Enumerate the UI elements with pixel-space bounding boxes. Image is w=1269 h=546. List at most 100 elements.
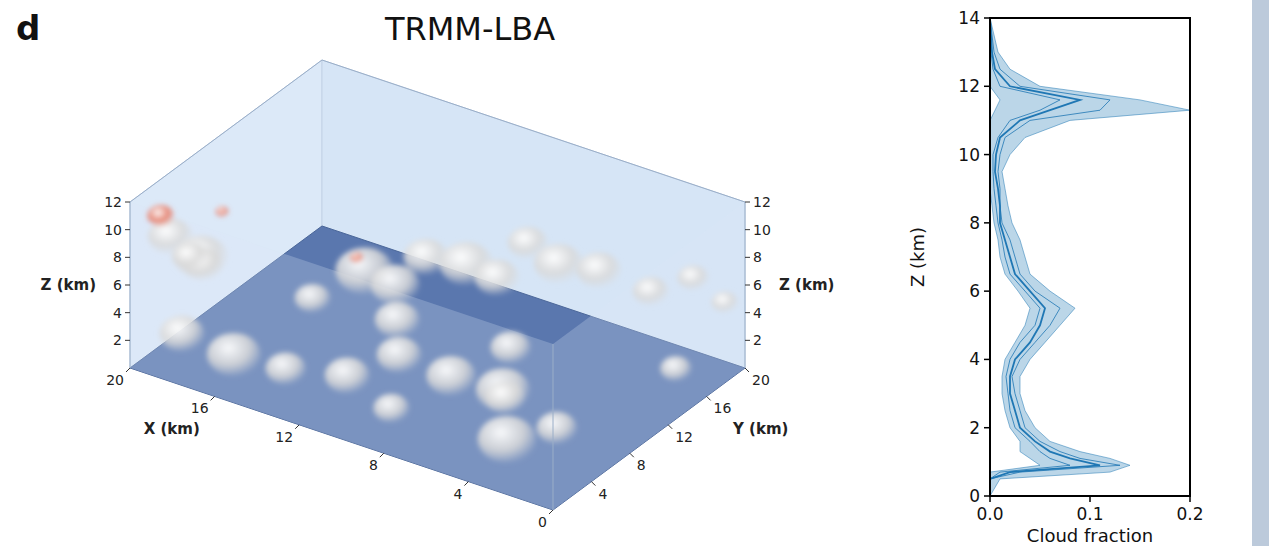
- z-axis-title: Z (km): [41, 276, 96, 294]
- title: TRMM-LBA: [384, 10, 555, 48]
- y-tick-label: 8: [637, 457, 646, 473]
- y-tick-label: 8: [969, 213, 980, 233]
- y-tick: [668, 425, 672, 429]
- cloud: [426, 356, 475, 396]
- cloud: [485, 381, 525, 413]
- x-axis-title: Cloud fraction: [1027, 525, 1153, 546]
- y-tick-label: 2: [969, 418, 980, 438]
- z-tick: [745, 340, 750, 341]
- x-tick: [295, 425, 299, 429]
- z-tick: [745, 202, 750, 203]
- x-tick-label: 0.2: [1176, 504, 1203, 524]
- cloud: [633, 277, 669, 306]
- x-tick: [549, 510, 553, 514]
- x-tick: [126, 368, 130, 372]
- spread-band: [990, 18, 1190, 496]
- cloud: [660, 356, 691, 381]
- cloud: [375, 302, 420, 338]
- z-tick: [125, 340, 130, 341]
- profile-line: [990, 18, 1120, 496]
- y-tick: [630, 453, 634, 457]
- cloud: [266, 352, 306, 384]
- box-edge: [553, 344, 554, 510]
- cloud: [350, 252, 363, 263]
- front-wall: [130, 202, 553, 510]
- figure: 048121620X (km)48121620Y (km)24681012Z (…: [0, 0, 1269, 546]
- x-tick-label: 0: [538, 514, 547, 530]
- profile-panel: 0.00.10.202468101214Cloud fractionZ (km): [907, 8, 1204, 546]
- plot-area: [990, 18, 1190, 496]
- y-tick: [984, 17, 990, 19]
- y-tick-label: 14: [958, 8, 980, 28]
- y-tick-label: 20: [752, 372, 770, 388]
- y-tick: [984, 495, 990, 497]
- x-tick: [380, 453, 384, 457]
- x-tick-label: 20: [106, 372, 124, 388]
- cloud: [147, 205, 174, 227]
- x-tick: [211, 396, 215, 400]
- x-tick-label: 12: [275, 429, 293, 445]
- box-edge: [322, 60, 745, 202]
- y-tick: [984, 222, 990, 224]
- cloud: [490, 331, 530, 363]
- y-axis-title: Y (km): [732, 420, 788, 438]
- x-tick-label: 8: [369, 457, 378, 473]
- x-tick-label: 4: [453, 486, 462, 502]
- x-tick-label: 16: [191, 400, 209, 416]
- z-tick: [125, 229, 130, 230]
- x-tick: [464, 482, 468, 486]
- z-axis-title: Z (km): [779, 276, 834, 294]
- x-axis-title: X (km): [144, 420, 200, 438]
- z-tick: [745, 285, 750, 286]
- y-tick-label: 12: [958, 76, 980, 96]
- cloud: [711, 292, 738, 314]
- z-tick: [745, 257, 750, 258]
- z-tick-label: 4: [113, 305, 122, 321]
- front-wall: [553, 202, 745, 510]
- x-tick: [1089, 496, 1091, 502]
- z-tick-label: 8: [753, 249, 762, 265]
- y-tick: [984, 86, 990, 88]
- cloud: [216, 206, 229, 217]
- z-tick-label: 12: [753, 194, 771, 210]
- cloud: [373, 394, 409, 423]
- z-tick-label: 8: [113, 249, 122, 265]
- clouds: [147, 205, 738, 463]
- box-edge: [130, 60, 322, 202]
- z-tick: [745, 312, 750, 313]
- z-tick: [125, 312, 130, 313]
- z-tick-label: 6: [753, 277, 762, 293]
- cloud: [159, 316, 204, 352]
- cloud: [534, 244, 583, 284]
- y-tick-label: 0: [969, 486, 980, 506]
- z-tick-label: 2: [113, 332, 122, 348]
- cloud: [207, 333, 261, 376]
- cloud: [576, 252, 621, 288]
- volume-panel: 0 4 8 12 16 20 X (km) 4 8 12 16 20 Y (km) 2 4 6 8 10 12 Z (…: [41, 60, 835, 530]
- x-tick: [1189, 496, 1191, 502]
- x-tick-label: 0.1: [1076, 504, 1103, 524]
- cloud: [377, 337, 422, 373]
- y-tick: [984, 359, 990, 361]
- z-tick-label: 10: [104, 222, 122, 238]
- z-tick-label: 4: [753, 305, 762, 321]
- y-tick-label: 16: [714, 400, 732, 416]
- x-tick: [989, 496, 991, 502]
- x-tick-label: 0.0: [976, 504, 1003, 524]
- z-tick-label: 10: [753, 222, 771, 238]
- y-tick-label: 12: [675, 429, 693, 445]
- plot-frame: [990, 18, 1190, 496]
- cloud: [677, 265, 708, 290]
- z-tick-label: 2: [753, 332, 762, 348]
- y-tick: [984, 154, 990, 156]
- cloud: [537, 412, 577, 444]
- z-tick-label: 12: [104, 194, 122, 210]
- y-tick: [591, 482, 595, 486]
- y-tick: [707, 396, 711, 400]
- y-tick: [984, 290, 990, 292]
- z-tick: [125, 257, 130, 258]
- z-tick-label: 6: [113, 277, 122, 293]
- panel-letter: d: [16, 8, 40, 48]
- profile-line: [990, 18, 1070, 496]
- y-tick-label: 4: [598, 486, 607, 502]
